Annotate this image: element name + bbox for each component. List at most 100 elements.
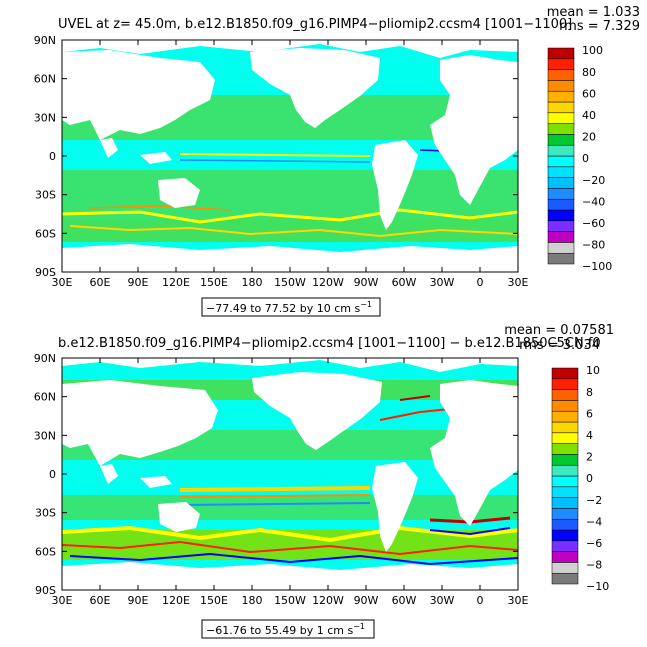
panel-2-mean: mean = 0.07581 xyxy=(504,323,614,338)
colorbar-label: 4 xyxy=(586,429,593,442)
range-label-panel-2: −61.76 to 55.49 by 1 cm s xyxy=(206,624,353,637)
colorbar-label: 2 xyxy=(586,451,593,464)
colorbar-swatch xyxy=(551,378,579,390)
lon-tick-label: 150E xyxy=(200,594,228,607)
lon-tick-label: 180 xyxy=(242,276,263,289)
colorbar-label: −100 xyxy=(582,260,612,273)
colorbar-swatch xyxy=(547,144,575,157)
colorbar-swatch xyxy=(547,252,575,265)
lon-tick-label: 30E xyxy=(508,594,529,607)
colorbar-label: 20 xyxy=(582,131,596,144)
colorbar-label: 6 xyxy=(586,407,593,420)
colorbar-swatch xyxy=(551,540,579,552)
lon-tick-label: 60W xyxy=(392,276,417,289)
colorbar-swatch xyxy=(551,518,579,531)
colorbar-swatch xyxy=(547,242,575,254)
colorbar-swatch xyxy=(547,155,575,168)
colorbar-label: −80 xyxy=(582,239,605,252)
lon-tick-label: 30E xyxy=(508,276,529,289)
colorbar-label: 80 xyxy=(582,66,596,79)
colorbar-swatch xyxy=(551,562,579,574)
colorbar-label: −20 xyxy=(582,174,605,187)
map-panel-2 xyxy=(61,357,519,591)
lat-tick-label: 60N xyxy=(34,73,56,86)
lat-tick-label: 30N xyxy=(34,111,56,124)
lat-tick-label: 30S xyxy=(35,507,56,520)
lon-tick-label: 90W xyxy=(354,594,379,607)
lon-tick-label: 60E xyxy=(90,594,111,607)
panel-1-rms: rms = 7.329 xyxy=(559,19,640,34)
lon-tick-label: 90E xyxy=(128,594,149,607)
colorbar-swatch xyxy=(547,112,575,124)
colorbar-label: 60 xyxy=(582,87,596,100)
colorbar-swatch xyxy=(547,166,575,178)
colorbar-label: −4 xyxy=(586,515,602,528)
colorbar-swatch xyxy=(551,497,579,509)
range-unit-panel-1: −1 xyxy=(360,300,372,309)
colorbar-swatch xyxy=(547,101,575,114)
lon-tick-label: 0 xyxy=(477,276,484,289)
colorbar-swatch xyxy=(551,432,579,444)
colorbar-swatch xyxy=(547,69,575,81)
colorbar-label: 0 xyxy=(582,152,589,165)
colorbar-swatch xyxy=(551,529,579,542)
lon-tick-label: 30W xyxy=(430,276,455,289)
colorbar-swatch xyxy=(547,134,575,146)
colorbar-swatch xyxy=(547,209,575,222)
lon-tick-label: 30E xyxy=(52,594,73,607)
range-unit-panel-2: −1 xyxy=(353,622,365,631)
colorbar-panel-2: 10 8 6 4 2 0 −2 −4 −6 −8 −10 xyxy=(551,364,609,593)
colorbar-swatch xyxy=(551,454,579,466)
colorbar-swatch xyxy=(551,421,579,434)
lon-tick-label: 90W xyxy=(354,276,379,289)
colorbar-swatch xyxy=(551,410,579,423)
colorbar-swatch xyxy=(551,475,579,488)
colorbar-label: −6 xyxy=(586,537,602,550)
panel-1-mean: mean = 1.033 xyxy=(547,5,640,20)
panel-1: UVEL at z= 45.0m, b.e12.B1850.f09_g16.PI… xyxy=(34,5,640,317)
svg-text:−61.76 to 55.49 by 1 cm s−1: −61.76 to 55.49 by 1 cm s−1 xyxy=(206,622,365,637)
colorbar-swatch xyxy=(551,389,579,401)
colorbar-label: −40 xyxy=(582,195,605,208)
colorbar-swatch xyxy=(547,177,575,189)
lon-tick-label: 30E xyxy=(52,276,73,289)
lon-tick-label: 150W xyxy=(274,276,306,289)
colorbar-swatch xyxy=(547,188,575,200)
colorbar-swatch xyxy=(551,551,579,563)
colorbar-swatch xyxy=(547,58,575,70)
lat-tick-label: 90N xyxy=(34,34,56,47)
colorbar-swatch xyxy=(551,367,579,380)
colorbar-swatch xyxy=(551,400,579,412)
colorbar-label: −2 xyxy=(586,494,602,507)
colorbar-label: 40 xyxy=(582,109,596,122)
lat-axis-panel-1: 90N 60N 30N 0 30S 60S 90S xyxy=(34,34,518,279)
colorbar-swatch xyxy=(547,90,575,103)
lon-tick-label: 60E xyxy=(90,276,111,289)
lon-tick-label: 90E xyxy=(128,276,149,289)
lat-tick-label: 60S xyxy=(35,227,56,240)
lon-tick-label: 0 xyxy=(477,594,484,607)
lon-tick-label: 60W xyxy=(392,594,417,607)
colorbar-swatch xyxy=(547,80,575,92)
lat-tick-label: 30N xyxy=(34,429,56,442)
range-box-panel-2: −61.76 to 55.49 by 1 cm s−1 xyxy=(201,619,375,639)
colorbar-label: 8 xyxy=(586,386,593,399)
lat-tick-label: 30S xyxy=(35,189,56,202)
lon-tick-label: 180 xyxy=(242,594,263,607)
colorbar-label: 0 xyxy=(586,472,593,485)
colorbar-label: −8 xyxy=(586,559,602,572)
lat-tick-label: 60S xyxy=(35,545,56,558)
lat-tick-label: 90S xyxy=(35,266,56,279)
range-label-panel-1: −77.49 to 77.52 by 10 cm s xyxy=(206,302,360,315)
lon-tick-label: 120W xyxy=(312,276,344,289)
lon-axis-panel-2: 30E 60E 90E 120E 150E 180 150W 120W 90W 60W 30W 0 30… xyxy=(52,358,529,607)
lat-axis-panel-2: 90N 60N 30N 0 30S 60S 90S xyxy=(34,352,518,597)
range-box-panel-1: −77.49 to 77.52 by 10 cm s−1 xyxy=(201,297,381,317)
colorbar-swatch xyxy=(551,464,579,477)
panel-1-title: UVEL at z= 45.0m, b.e12.B1850.f09_g16.PI… xyxy=(58,17,572,32)
colorbar-swatch xyxy=(551,486,579,498)
colorbar-swatch xyxy=(547,47,575,60)
lon-tick-label: 150W xyxy=(274,594,306,607)
lon-tick-label: 120E xyxy=(162,594,190,607)
colorbar-swatch xyxy=(547,220,575,232)
